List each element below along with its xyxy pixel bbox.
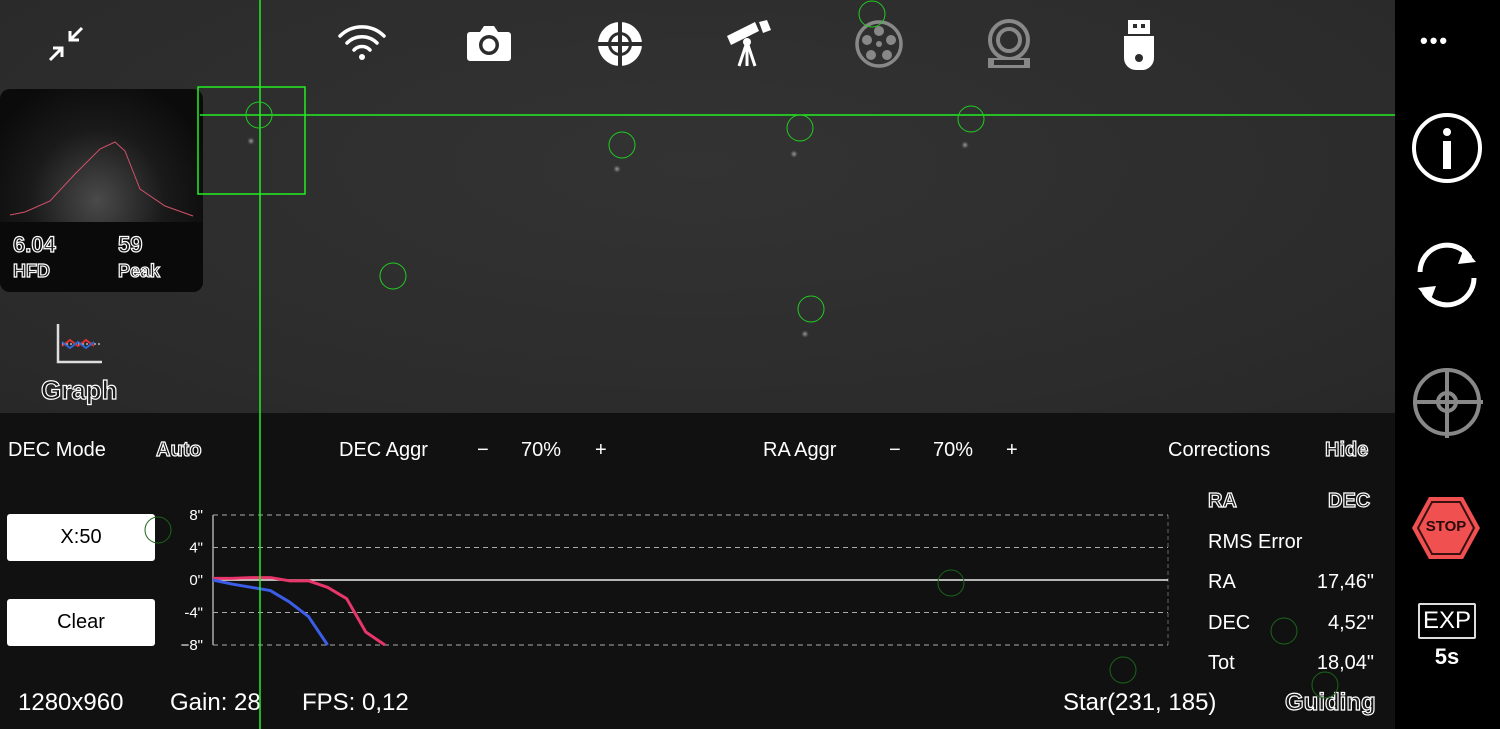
peak-label: Peak	[117, 260, 161, 281]
compress-icon[interactable]	[46, 24, 86, 64]
y-tick-label: 0"	[189, 572, 203, 589]
usb-storage-icon[interactable]	[1122, 18, 1156, 70]
rms-error-label: RMS Error	[1208, 531, 1303, 553]
exposure-value: 5s	[1434, 644, 1460, 669]
star	[963, 143, 967, 147]
camera-preview[interactable]	[0, 0, 1395, 413]
graph-icon	[56, 324, 102, 364]
stop-button[interactable]: STOP	[1411, 496, 1481, 560]
graph-button[interactable]: Graph	[36, 320, 126, 410]
right-sidebar	[1395, 0, 1500, 729]
rms-total-value: 18,04"	[1316, 652, 1374, 674]
guide-graph: 8" 4" 0" -4" −8"	[181, 507, 1169, 654]
hfd-value: 6.04	[12, 231, 56, 257]
guide-panel	[0, 413, 1395, 729]
rms-dec-value: 4,52"	[1327, 612, 1374, 634]
wifi-icon[interactable]	[337, 22, 387, 62]
camera-icon[interactable]	[466, 24, 512, 62]
ra-aggr-value: 70%	[933, 439, 974, 461]
ra-aggr-label: RA Aggr	[763, 439, 837, 461]
peak-value: 59	[117, 231, 143, 257]
guide-target-icon[interactable]	[597, 21, 643, 67]
star	[792, 152, 796, 156]
stop-sign-icon	[1412, 497, 1480, 559]
graph-label: Graph	[40, 374, 118, 405]
rms-ra-label: RA	[1208, 571, 1236, 593]
clear-button[interactable]: Clear	[7, 599, 155, 646]
refresh-icon[interactable]	[1408, 240, 1486, 310]
dec-aggr-label: DEC Aggr	[339, 439, 428, 461]
focuser-icon[interactable]	[986, 18, 1032, 70]
dec-mode-value[interactable]: Auto	[155, 438, 202, 461]
telescope-icon[interactable]	[725, 20, 771, 68]
star	[615, 167, 619, 171]
y-tick-label: 8"	[189, 507, 203, 524]
corrections-toggle[interactable]: Hide	[1324, 438, 1369, 461]
dec-aggr-increase-button[interactable]: +	[595, 439, 607, 461]
ra-aggr-decrease-button[interactable]: −	[889, 439, 901, 461]
gain: Gain: 28	[170, 689, 261, 716]
ra-header: RA	[1207, 489, 1237, 512]
y-tick-label: -4"	[184, 605, 203, 622]
ra-series-line	[213, 576, 386, 647]
info-icon[interactable]	[1411, 112, 1483, 184]
exposure-button[interactable]: EXP	[1418, 603, 1476, 639]
star-profile-panel: 6.04 HFD 59 Peak	[0, 89, 203, 292]
dec-aggr-decrease-button[interactable]: −	[477, 439, 489, 461]
corrections-label: Corrections	[1168, 439, 1271, 461]
dec-mode-label: DEC Mode	[8, 439, 106, 461]
fps: FPS: 0,12	[302, 689, 409, 716]
y-tick-label: 4"	[189, 540, 203, 557]
more-button[interactable]: •••	[1420, 28, 1450, 53]
star-position: Star(231, 185)	[1063, 689, 1217, 716]
stop-label: STOP	[1425, 518, 1467, 535]
resolution: 1280x960	[18, 689, 124, 716]
dec-header: DEC	[1327, 489, 1371, 512]
star	[803, 332, 807, 336]
x-scale-button[interactable]: X:50	[7, 514, 155, 561]
guiding-status: Guiding	[1284, 688, 1376, 716]
guide-target-icon[interactable]	[1411, 366, 1483, 438]
rms-dec-label: DEC	[1208, 612, 1251, 634]
hfd-label: HFD	[12, 260, 50, 281]
ra-aggr-increase-button[interactable]: +	[1006, 439, 1018, 461]
dec-aggr-value: 70%	[521, 439, 562, 461]
rms-ra-value: 17,46"	[1316, 571, 1374, 593]
rms-total-label: Tot	[1208, 652, 1235, 674]
dec-series-line	[212, 578, 329, 646]
y-tick-label: −8"	[181, 637, 203, 654]
star-profile-curve	[9, 141, 194, 217]
